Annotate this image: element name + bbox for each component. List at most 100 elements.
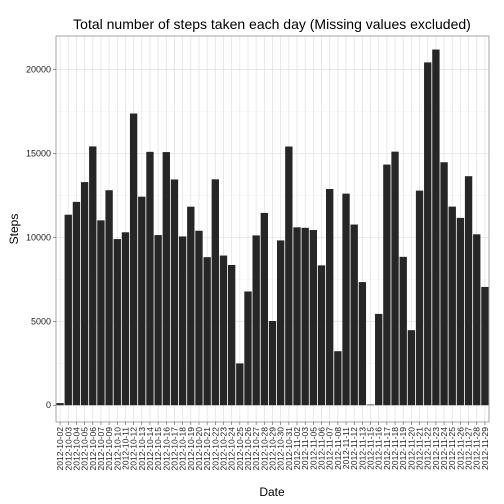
bar-2012-10-29 — [268, 321, 277, 406]
bar-2012-11-05 — [309, 230, 318, 406]
x-tick-label: 2012-11-16 — [374, 427, 384, 470]
bar-2012-11-11 — [342, 193, 350, 406]
x-tick-label: 2012-10-28 — [259, 427, 269, 471]
x-tick-label: 2012-10-13 — [137, 427, 147, 471]
x-tick-label: 2012-11-24 — [439, 427, 449, 470]
bar-2012-10-06 — [89, 146, 97, 406]
x-tick-label: 2012-11-03 — [300, 427, 310, 470]
bar-2012-11-24 — [440, 162, 448, 406]
x-tick-label: 2012-10-30 — [276, 427, 286, 471]
x-tick-label: 2012-10-19 — [186, 427, 196, 471]
bar-2012-11-02 — [293, 227, 301, 406]
x-tick-label: 2012-10-04 — [71, 427, 81, 471]
y-tick-label: 15000 — [26, 148, 51, 158]
bar-2012-10-04 — [72, 201, 81, 406]
x-tick-label: 2012-10-03 — [63, 427, 73, 471]
x-tick-label: 2012-10-21 — [202, 427, 212, 471]
x-tick-label: 2012-11-08 — [333, 427, 343, 470]
x-tick-label: 2012-10-24 — [227, 427, 237, 471]
x-tick-label: 2012-11-18 — [390, 427, 400, 470]
bar-2012-11-07 — [326, 189, 334, 406]
x-tick-label: 2012-11-15 — [366, 427, 376, 470]
bar-2012-10-24 — [227, 264, 236, 406]
x-tick-label: 2012-10-14 — [145, 427, 155, 471]
x-tick-label: 2012-10-26 — [243, 427, 253, 471]
y-tick-label: 5000 — [31, 316, 51, 326]
bar-2012-10-12 — [129, 113, 138, 406]
bar-2012-10-09 — [105, 190, 113, 406]
x-tick-label: 2012-10-11 — [120, 427, 130, 470]
bar-2012-11-15 — [366, 404, 375, 406]
bar-2012-10-23 — [219, 255, 228, 406]
x-tick-label: 2012-11-23 — [431, 427, 441, 470]
bar-2012-11-28 — [473, 234, 481, 406]
bar-2012-11-25 — [448, 206, 456, 406]
bar-2012-11-19 — [399, 256, 407, 406]
x-tick-label: 2012-10-18 — [178, 427, 188, 471]
bar-2012-11-22 — [424, 62, 432, 406]
x-tick-label: 2012-10-29 — [268, 427, 278, 471]
x-tick-label: 2012-10-23 — [218, 427, 228, 471]
bar-2012-10-18 — [178, 236, 187, 406]
x-tick-label: 2012-11-06 — [317, 427, 327, 470]
x-tick-label: 2012-11-27 — [464, 427, 474, 470]
x-tick-label: 2012-10-20 — [194, 427, 204, 471]
x-tick-label: 2012-11-05 — [308, 427, 318, 470]
bar-2012-10-07 — [97, 220, 105, 406]
bar-2012-10-02 — [56, 403, 64, 406]
bar-2012-10-30 — [276, 240, 285, 406]
x-tick-label: 2012-11-25 — [447, 427, 457, 470]
x-tick-label: 2012-11-11 — [341, 427, 351, 469]
bar-2012-10-22 — [211, 179, 219, 406]
bar-2012-11-03 — [301, 227, 309, 406]
x-tick-label: 2012-11-19 — [398, 427, 408, 470]
bar-2012-11-27 — [464, 176, 473, 406]
x-tick-label: 2012-11-22 — [423, 427, 433, 470]
bar-2012-11-18 — [391, 151, 399, 406]
x-tick-label: 2012-11-17 — [382, 427, 392, 470]
y-axis-title: Steps — [7, 214, 21, 245]
bar-2012-10-25 — [236, 363, 244, 406]
bars — [56, 49, 489, 406]
y-tick-label: 0 — [46, 400, 51, 410]
bar-2012-11-23 — [432, 49, 440, 406]
bar-2012-10-19 — [187, 206, 195, 406]
y-axis: 0 5000 10000 15000 20000 — [26, 65, 56, 410]
x-tick-label: 2012-11-28 — [472, 427, 482, 470]
x-tick-label: 2012-10-10 — [112, 427, 122, 471]
x-tick-label: 2012-10-02 — [55, 427, 65, 471]
chart-title: Total number of steps taken each day (Mi… — [73, 16, 471, 32]
x-tick-label: 2012-10-31 — [284, 427, 294, 471]
bar-2012-10-05 — [80, 182, 89, 406]
bar-2012-10-27 — [252, 235, 260, 406]
bar-2012-11-12 — [350, 224, 358, 406]
bar-2012-10-11 — [121, 232, 130, 406]
bar-2012-11-21 — [415, 190, 424, 406]
bar-2012-11-16 — [375, 313, 383, 406]
x-tick-label: 2012-10-27 — [251, 427, 261, 471]
x-tick-label: 2012-10-22 — [210, 427, 220, 471]
x-tick-label: 2012-10-17 — [169, 427, 179, 471]
y-tick-label: 10000 — [26, 232, 51, 242]
bar-2012-10-14 — [146, 151, 154, 406]
bar-2012-10-31 — [285, 146, 293, 406]
x-tick-label: 2012-11-02 — [292, 427, 302, 470]
bar-2012-11-08 — [334, 351, 342, 406]
bar-2012-10-16 — [162, 152, 170, 406]
bar-2012-11-17 — [383, 164, 391, 406]
bar-2012-11-29 — [481, 286, 489, 406]
bar-2012-10-13 — [138, 196, 146, 406]
bar-2012-10-10 — [113, 239, 121, 406]
bar-2012-10-20 — [195, 230, 203, 406]
x-tick-label: 2012-10-05 — [80, 427, 90, 471]
x-tick-label: 2012-11-13 — [357, 427, 367, 470]
x-tick-label: 2012-11-26 — [455, 427, 465, 470]
bar-2012-11-06 — [317, 265, 326, 406]
x-tick-label: 2012-10-16 — [161, 427, 171, 471]
x-tick-label: 2012-10-07 — [96, 427, 106, 471]
x-tick-label: 2012-10-15 — [153, 427, 163, 471]
bar-2012-10-21 — [203, 257, 211, 406]
bar-2012-11-13 — [358, 282, 367, 406]
y-tick-label: 20000 — [26, 65, 51, 75]
bar-2012-11-20 — [407, 330, 416, 406]
